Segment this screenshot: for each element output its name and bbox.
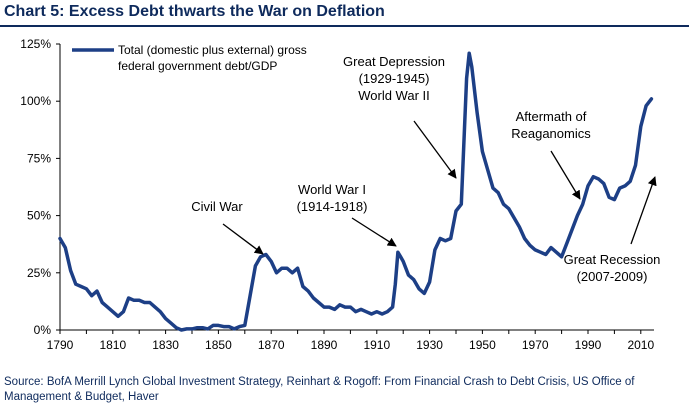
debt-gdp-chart: 0% 25% 50% 75% 100% 125% 1790 1810 1830 1850 1870 1… (20, 37, 660, 352)
x-tick-label: 1850 (205, 338, 232, 352)
x-tick-label: 1890 (311, 338, 338, 352)
annotation-label: Civil War (191, 199, 243, 214)
plot-area (58, 51, 654, 332)
x-tick-label: 1870 (258, 338, 285, 352)
x-tick-label: 1830 (152, 338, 179, 352)
annotation-arrow (222, 223, 264, 255)
annotation-label: (1929-1945) (359, 71, 430, 86)
y-tick-label: 75% (27, 151, 51, 165)
y-tick-label: 125% (20, 37, 51, 51)
chart-header: Chart 5: Excess Debt thwarts the War on … (0, 0, 689, 27)
title-divider (0, 25, 689, 27)
annotation-label: World War I (298, 182, 366, 197)
annotation-label: Great Recession (564, 252, 661, 267)
x-tick-label: 1970 (522, 338, 549, 352)
annotation-label: Reaganomics (511, 126, 591, 141)
x-tick-label: 2010 (627, 338, 654, 352)
annotation-label: (2007-2009) (577, 269, 648, 284)
annotation-arrow (351, 217, 397, 247)
y-tick-label: 50% (27, 209, 51, 223)
annotation-arrow (413, 120, 457, 179)
x-tick-label: 1790 (47, 338, 74, 352)
x-tick-label: 1930 (416, 338, 443, 352)
source-note: Source: BofA Merrill Lynch Global Invest… (4, 376, 635, 403)
annotation-arrow (630, 176, 657, 245)
legend-label: Total (domestic plus external) gross (118, 43, 307, 57)
y-tick-label: 100% (20, 94, 51, 108)
legend: Total (domestic plus external) gross fede… (72, 43, 307, 73)
axes: 0% 25% 50% 75% 100% 125% 1790 1810 1830 1850 1870 1… (20, 37, 654, 352)
legend-label: federal government debt/GDP (118, 59, 277, 73)
annotation-arrow (550, 150, 581, 200)
x-tick-label: 1810 (99, 338, 126, 352)
y-tick-label: 25% (27, 266, 51, 280)
annotation-label: World War II (358, 88, 430, 103)
annotation-label: Aftermath of (516, 109, 587, 124)
annotations: Civil War World War I (1914-1918) Great Dep… (191, 54, 660, 284)
x-tick-label: 1950 (469, 338, 496, 352)
x-tick-label: 1910 (363, 338, 390, 352)
series-line-debt-gdp (58, 51, 654, 332)
chart-title: Chart 5: Excess Debt thwarts the War on … (4, 3, 385, 20)
x-tick-label: 1990 (575, 338, 602, 352)
y-tick-label: 0% (34, 323, 52, 337)
annotation-label: Great Depression (343, 54, 445, 69)
annotation-label: (1914-1918) (297, 199, 368, 214)
